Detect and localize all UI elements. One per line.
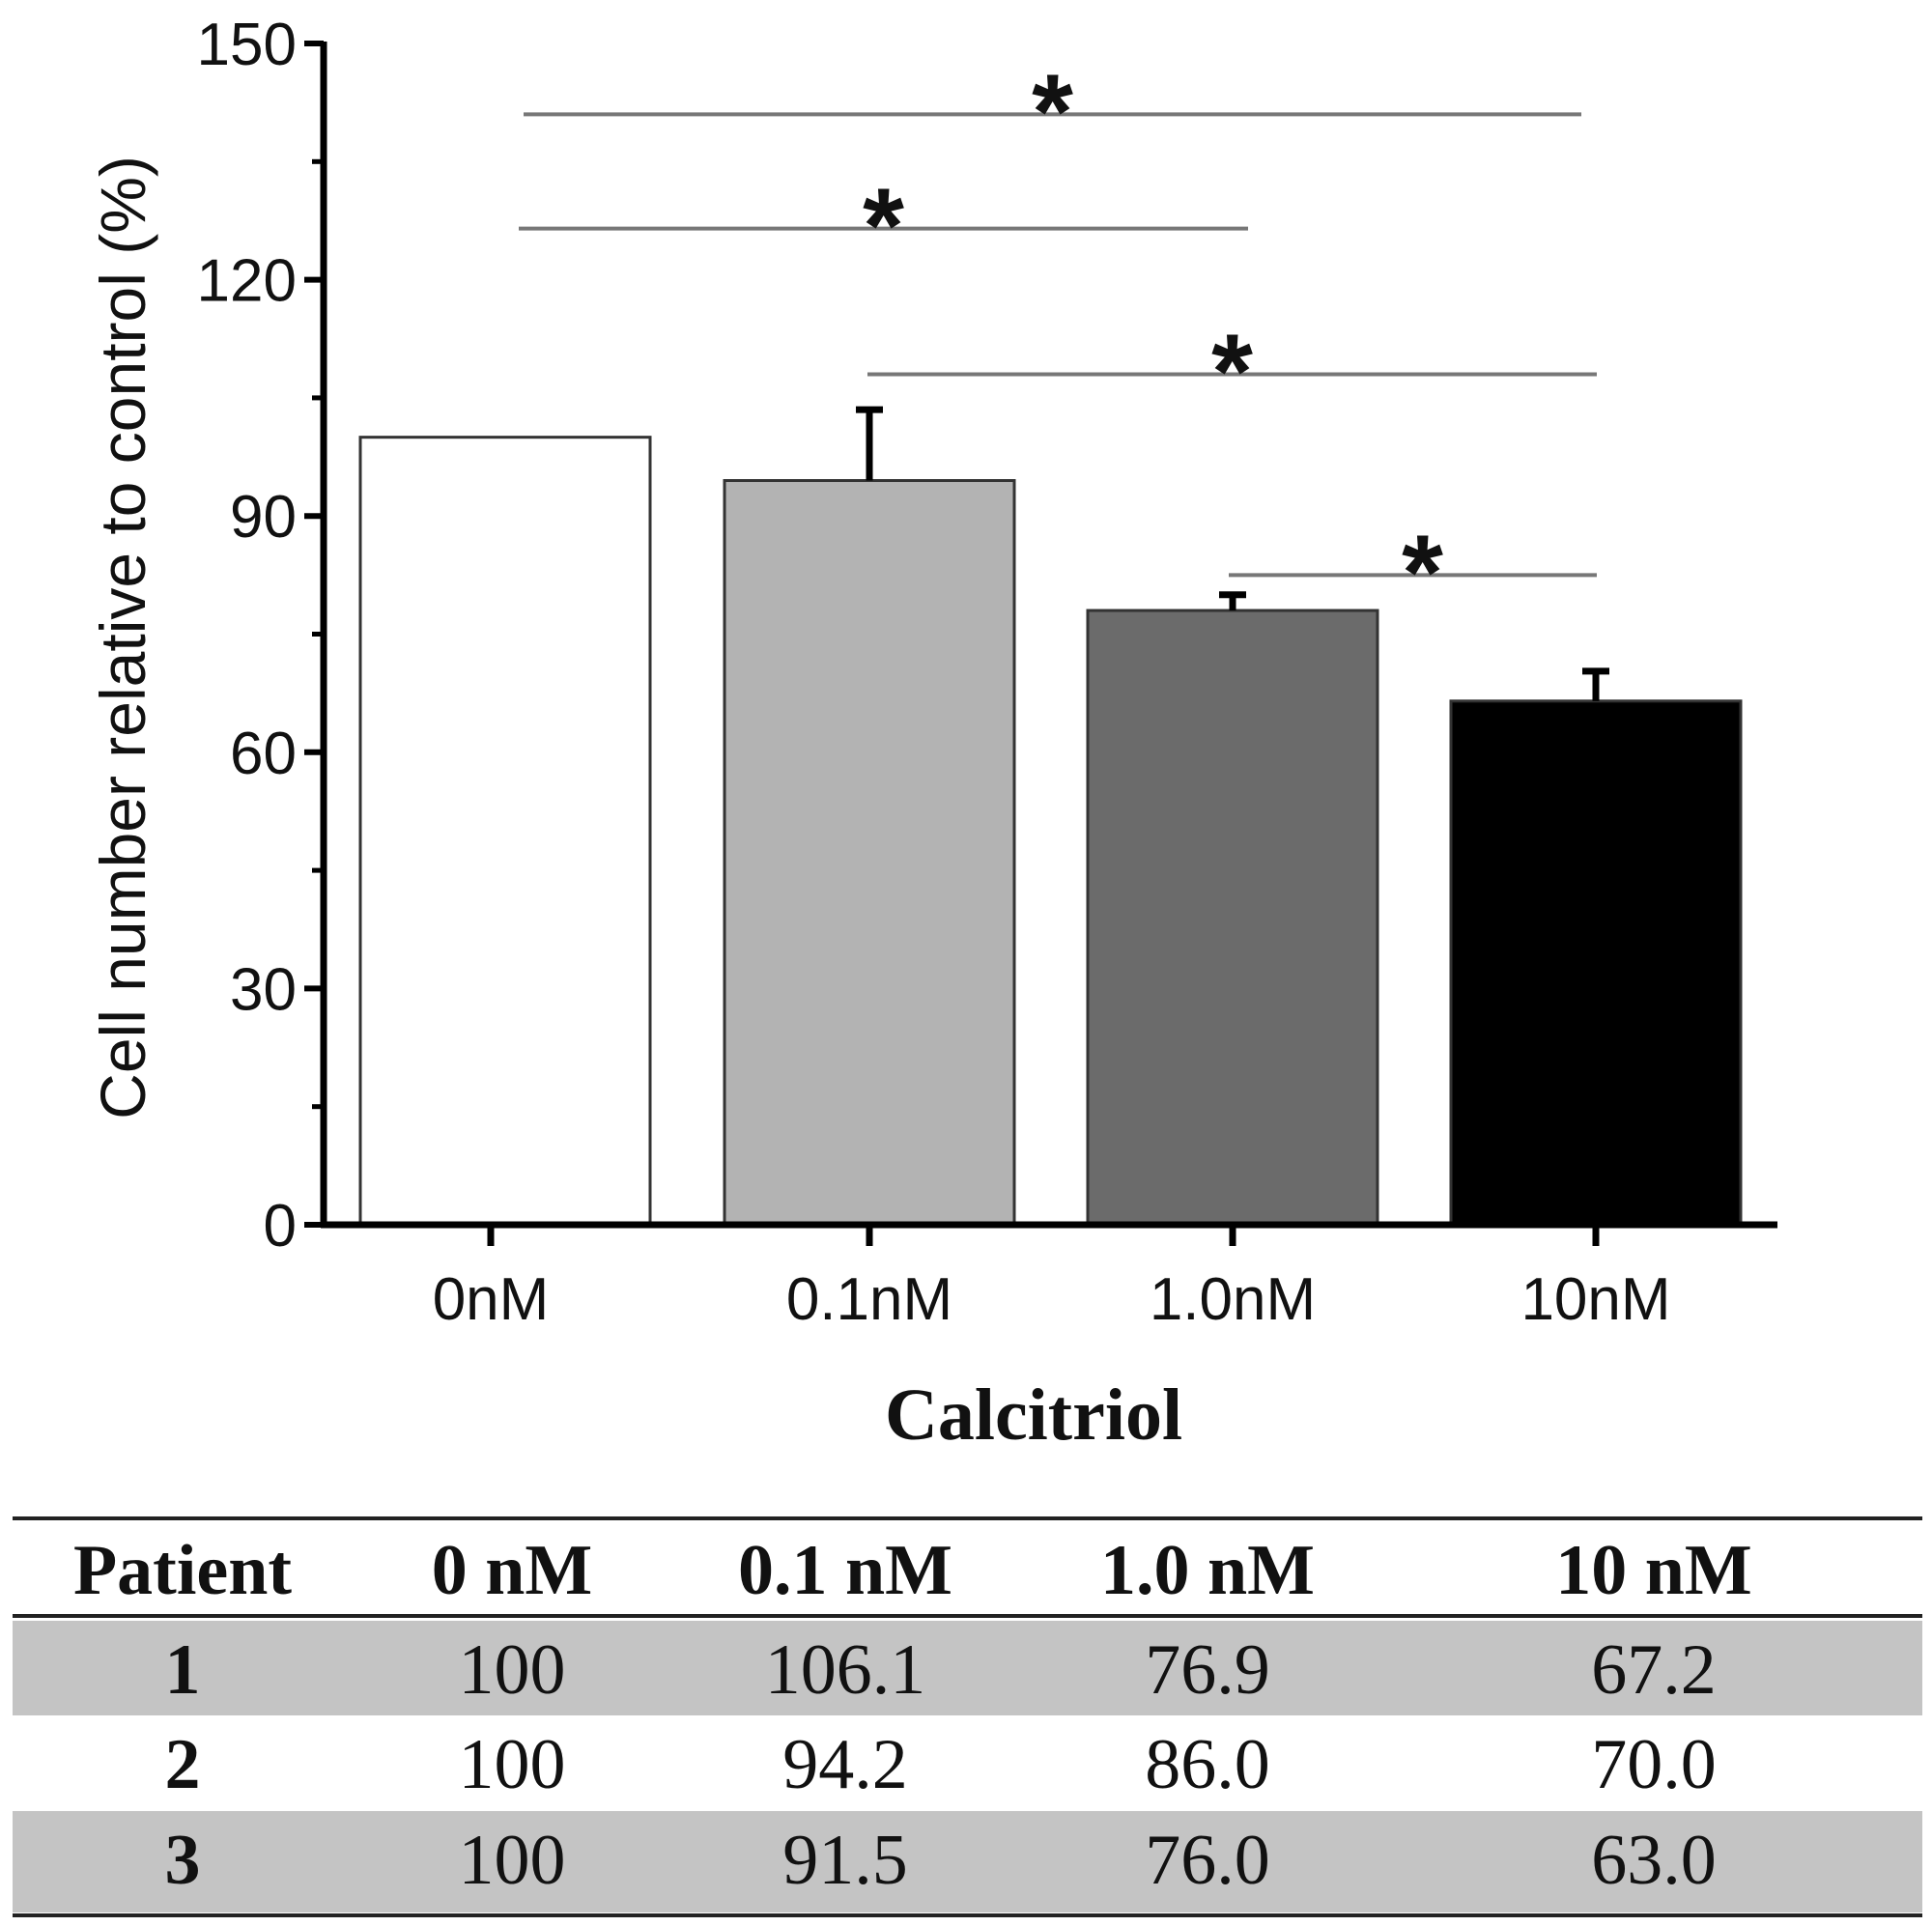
significance-star: * (863, 167, 904, 286)
patient-id-cell: 2 (165, 1725, 201, 1804)
x-tick-label: 0nM (433, 1266, 550, 1333)
bar-0nM (358, 436, 652, 1227)
y-tick-label: 120 (197, 248, 297, 315)
y-axis-label: Cell number relative to control (%) (87, 156, 158, 1119)
table-cell: 76.9 (1145, 1630, 1270, 1710)
table-cell: 76.0 (1145, 1821, 1270, 1900)
error-bar (856, 406, 883, 481)
patient-id-cell: 3 (165, 1821, 201, 1900)
table-header-cell: 0 nM (432, 1531, 593, 1610)
y-tick-label: 30 (230, 956, 297, 1023)
x-tick-label: 1.0nM (1150, 1266, 1316, 1333)
significance-star: * (1032, 52, 1073, 171)
table-cell: 100 (459, 1725, 566, 1804)
table-header-cell: 0.1 nM (738, 1531, 952, 1610)
table-row-shade (13, 1811, 1922, 1912)
table-row-shade (13, 1621, 1922, 1715)
bar-1.0nM (1086, 609, 1379, 1227)
bar-10nM (1449, 699, 1743, 1227)
y-tick-label: 150 (197, 12, 297, 78)
table-cell: 86.0 (1145, 1725, 1270, 1804)
table-header-cell: Patient (73, 1531, 292, 1610)
error-bar (1219, 591, 1246, 611)
table-cell: 67.2 (1591, 1630, 1717, 1710)
table-header-cell: 1.0 nM (1100, 1531, 1315, 1610)
table-cell: 100 (459, 1630, 566, 1710)
table-row: 3 100 91.5 76.0 63.0 (165, 1821, 1717, 1900)
table-cell: 91.5 (782, 1821, 908, 1900)
y-tick-label: 90 (230, 484, 297, 551)
table-cell: 106.1 (765, 1630, 926, 1710)
table-row: 2 100 94.2 86.0 70.0 (165, 1725, 1717, 1804)
bar-0.1nM (723, 479, 1016, 1227)
x-tick-label: 0.1nM (786, 1266, 952, 1333)
table-cell: 94.2 (782, 1725, 908, 1804)
y-tick-label: 0 (264, 1193, 297, 1260)
table-header-cell: 10 nM (1555, 1531, 1752, 1610)
table-row: 1 100 106.1 76.9 67.2 (165, 1630, 1717, 1710)
patient-id-cell: 1 (165, 1630, 201, 1710)
bar-chart: 0 30 60 90 120 150 0nM 0.1nM 1.0nM 10nM * * * * (197, 12, 1777, 1333)
table-cell: 63.0 (1591, 1821, 1717, 1900)
table-cell: 70.0 (1591, 1725, 1717, 1804)
x-axis-label: Calcitriol (885, 1374, 1182, 1456)
table-cell: 100 (459, 1821, 566, 1900)
significance-star: * (1402, 513, 1443, 632)
data-table: Patient 0 nM 0.1 nM 1.0 nM 10 nM 1 100 106.1 76.… (13, 1516, 1922, 1917)
error-bar (1582, 667, 1609, 701)
significance-star: * (1211, 312, 1253, 431)
x-tick-label: 10nM (1520, 1266, 1670, 1333)
y-tick-label: 60 (230, 721, 297, 787)
